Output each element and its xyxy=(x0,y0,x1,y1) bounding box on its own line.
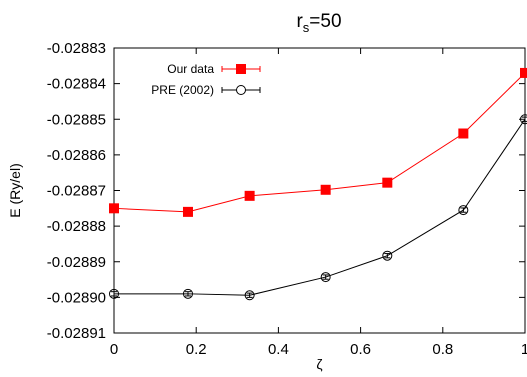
chart-title-subscript: s xyxy=(303,20,310,35)
chart-title: rs=50 xyxy=(296,11,341,35)
x-tick-label: 0.8 xyxy=(432,341,453,358)
legend-marker xyxy=(236,64,246,74)
data-point xyxy=(320,272,331,283)
x-axis-title: ζ xyxy=(316,356,322,372)
legend-label: Our data xyxy=(167,62,214,76)
legend-marker xyxy=(236,85,246,95)
data-point xyxy=(109,203,119,214)
y-tick-label: -0.02889 xyxy=(47,254,106,271)
y-tick-label: -0.02890 xyxy=(47,289,106,306)
legend: Our data PRE (2002) xyxy=(151,62,261,97)
data-point xyxy=(382,250,393,261)
x-tick-label: 0 xyxy=(110,341,118,358)
data-point xyxy=(182,288,193,299)
y-tick-label: -0.02885 xyxy=(47,111,106,128)
y-tick-label: -0.02884 xyxy=(47,76,106,93)
y-tick-label: -0.02891 xyxy=(47,325,106,342)
chart-title-suffix: =50 xyxy=(309,11,341,32)
series-layer xyxy=(109,67,527,301)
data-point xyxy=(382,177,393,188)
data-point xyxy=(109,288,119,299)
data-point xyxy=(458,128,469,139)
data-point xyxy=(182,206,193,217)
y-tick-label: -0.02888 xyxy=(47,218,106,235)
data-point xyxy=(244,290,255,301)
legend-label: PRE (2002) xyxy=(151,83,214,97)
data-point xyxy=(520,67,527,78)
x-tick-label: 0.4 xyxy=(268,341,289,358)
data-point xyxy=(244,190,255,201)
data-point xyxy=(520,114,527,125)
y-tick-label: -0.02887 xyxy=(47,183,106,200)
series-0 xyxy=(109,67,527,217)
tick-layer: 0 0.2 0.4 0.6 0.8 1 -0.02883 -0.02884 -0.02885 -0… xyxy=(47,40,527,358)
x-tick-label: 1 xyxy=(521,341,527,358)
data-point xyxy=(458,205,469,216)
chart-title-main: r xyxy=(296,11,303,32)
series-line xyxy=(114,118,526,296)
data-point xyxy=(320,184,331,195)
x-tick-label: 0.2 xyxy=(186,341,207,358)
y-tick-label: -0.02883 xyxy=(47,40,106,57)
y-tick-label: -0.02886 xyxy=(47,147,106,164)
y-axis-title: E (Ry/el) xyxy=(7,163,23,217)
series-1 xyxy=(109,114,527,301)
x-tick-label: 0.6 xyxy=(350,341,371,358)
